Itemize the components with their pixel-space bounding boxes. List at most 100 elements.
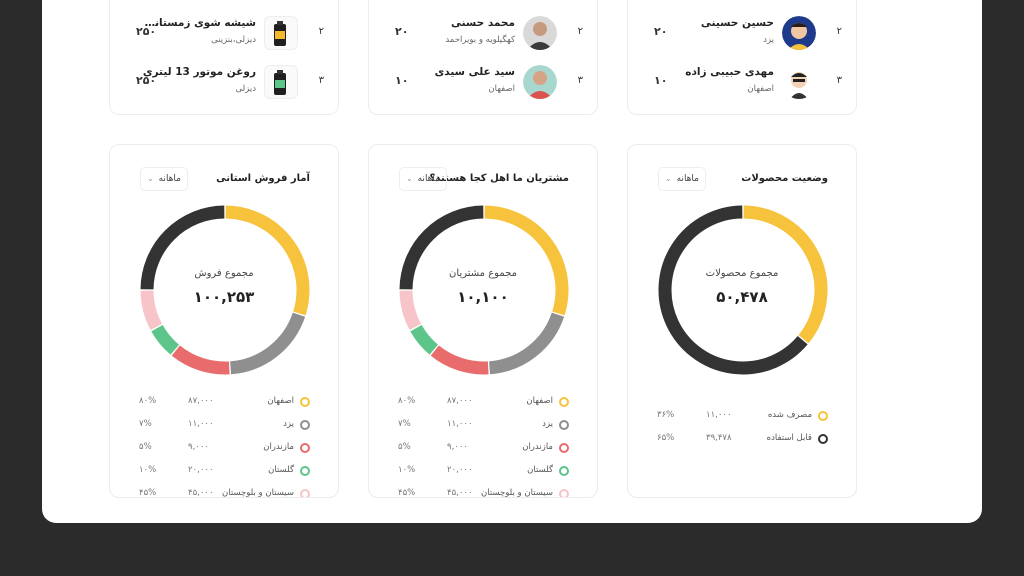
legend-percent: ۴۵% xyxy=(398,488,416,498)
legend-dot xyxy=(559,466,569,476)
legend-percent: ۵% xyxy=(139,442,152,452)
donut-slice xyxy=(488,312,565,375)
donut-slice xyxy=(225,205,310,316)
donut-chart xyxy=(658,205,828,375)
legend-dot xyxy=(559,443,569,453)
user-count: ۲۰ xyxy=(654,25,668,38)
legend-value: ۱۱,۰۰۰ xyxy=(706,410,732,420)
rank: ۳ xyxy=(577,75,583,86)
legend-name: گلستان xyxy=(527,465,553,475)
chevron-down-icon: ⌄ xyxy=(147,174,154,183)
legend-percent: ۸۰% xyxy=(139,396,157,406)
legend-item: یزد ۱۱,۰۰۰ ۷% xyxy=(110,417,338,439)
list-item[interactable]: ۲ شیشه شوی زمستانی بوستر دیزلی،بنزینی ۲۵… xyxy=(110,14,338,54)
donut-slice xyxy=(484,205,569,316)
legend-dot xyxy=(300,489,310,497)
legend-value: ۴۵,۰۰۰ xyxy=(447,488,473,498)
legend-dot xyxy=(300,443,310,453)
customer-name: محمد حسنی xyxy=(451,17,515,29)
donut-slice xyxy=(430,345,489,375)
product-name: شیشه شوی زمستانی بوستر xyxy=(141,17,256,29)
donut-slice xyxy=(410,324,439,355)
period-dropdown[interactable]: ماهانه ⌄ xyxy=(399,167,447,191)
product-count: ۲۵۰ xyxy=(136,74,157,87)
user-name: مهدی حبیبی زاده xyxy=(685,66,774,78)
legend-name: سیستان و بلوچستان xyxy=(481,488,553,498)
center-label: مجموع محصولات xyxy=(705,268,779,279)
card-title: مشتریان ما اهل کجا هستند؟ xyxy=(429,173,569,184)
legend-name: مازندران xyxy=(522,442,553,452)
legend-dot xyxy=(818,434,828,444)
legend-dot xyxy=(559,420,569,430)
rank: ۲ xyxy=(836,26,842,37)
legend-percent: ۱۰% xyxy=(398,465,416,475)
donut-slice xyxy=(658,205,808,375)
list-item[interactable]: ۲ محمد حسنی کهگیلویه و بویراحمد ۲۰ xyxy=(369,14,597,54)
legend-value: ۴۵,۰۰۰ xyxy=(188,488,214,498)
legend-name: مازندران xyxy=(263,442,294,452)
legend-value: ۸۷,۰۰۰ xyxy=(447,396,473,406)
legend-item: یزد ۱۱,۰۰۰ ۷% xyxy=(369,417,597,439)
user-name: حسین حسینی xyxy=(700,17,774,29)
donut-slice xyxy=(743,205,828,344)
avatar-icon xyxy=(782,16,816,50)
list-item[interactable]: ۳ مهدی حبیبی زاده اصفهان ۱۰ xyxy=(628,63,856,103)
donut-slice xyxy=(140,205,225,290)
legend-name: گلستان xyxy=(268,465,294,475)
rank: ۳ xyxy=(318,75,324,86)
legend-percent: ۸۰% xyxy=(398,396,416,406)
legend-dot xyxy=(300,420,310,430)
legend-item: مصرف شده ۱۱,۰۰۰ ۳۶% xyxy=(628,408,856,430)
legend-name: سیستان و بلوچستان xyxy=(222,488,294,498)
center-value: ۱۰۰,۲۵۳ xyxy=(193,288,255,306)
center-label: مجموع فروش xyxy=(194,268,254,279)
legend-name: اصفهان xyxy=(267,396,294,406)
legend-percent: ۵% xyxy=(398,442,411,452)
legend-name: قابل استفاده xyxy=(766,433,812,443)
legend-item: اصفهان ۸۷,۰۰۰ ۸۰% xyxy=(369,394,597,416)
period-dropdown[interactable]: ماهانه ⌄ xyxy=(658,167,706,191)
legend-item: سیستان و بلوچستان ۴۵,۰۰۰ ۴۵% xyxy=(369,486,597,498)
list-item[interactable]: ۲ حسین حسینی یزد ۲۰ xyxy=(628,14,856,54)
donut-slice xyxy=(140,290,163,331)
legend-item: مازندران ۹,۰۰۰ ۵% xyxy=(110,440,338,462)
legend-value: ۲۰,۰۰۰ xyxy=(447,465,473,475)
customer-count: ۲۰ xyxy=(395,25,409,38)
legend-value: ۳۹,۴۷۸ xyxy=(706,433,732,443)
dropdown-label: ماهانه xyxy=(676,174,699,184)
province-sales-card: آمار فروش استانی ماهانه ⌄ مجموع فروش ۱۰۰… xyxy=(109,144,339,498)
period-dropdown[interactable]: ماهانه ⌄ xyxy=(140,167,188,191)
legend-item: قابل استفاده ۳۹,۴۷۸ ۶۵% xyxy=(628,431,856,453)
list-item[interactable]: ۳ سید علی سیدی اصفهان ۱۰ xyxy=(369,63,597,103)
donut-slice xyxy=(151,324,180,355)
chevron-down-icon: ⌄ xyxy=(406,174,413,183)
legend-item: گلستان ۲۰,۰۰۰ ۱۰% xyxy=(369,463,597,485)
rank: ۲ xyxy=(318,26,324,37)
donut-chart xyxy=(140,205,310,375)
avatar-icon xyxy=(782,65,816,99)
customer-province: کهگیلویه و بویراحمد xyxy=(445,35,515,45)
legend-value: ۲۰,۰۰۰ xyxy=(188,465,214,475)
person-photo-icon xyxy=(523,16,557,50)
legend-name: یزد xyxy=(542,419,553,429)
legend-dot xyxy=(559,397,569,407)
legend-percent: ۶۵% xyxy=(657,433,675,443)
list-item[interactable]: ۳ روغن موتور 13 لیتری دیزلی ۲۵۰ xyxy=(110,63,338,103)
user-count: ۱۰ xyxy=(654,74,668,87)
user-province: اصفهان xyxy=(747,84,774,94)
dropdown-label: ماهانه xyxy=(158,174,181,184)
legend-dot xyxy=(300,397,310,407)
legend-name: یزد xyxy=(283,419,294,429)
legend-value: ۱۱,۰۰۰ xyxy=(188,419,214,429)
customer-origin-card: مشتریان ما اهل کجا هستند؟ ماهانه ⌄ مجموع… xyxy=(368,144,598,498)
legend-item: مازندران ۹,۰۰۰ ۵% xyxy=(369,440,597,462)
legend-value: ۹,۰۰۰ xyxy=(188,442,209,452)
product-name: روغن موتور 13 لیتری xyxy=(142,66,256,78)
legend-dot xyxy=(559,489,569,497)
donut-slice xyxy=(399,290,422,331)
legend-value: ۸۷,۰۰۰ xyxy=(188,396,214,406)
legend-item: گلستان ۲۰,۰۰۰ ۱۰% xyxy=(110,463,338,485)
legend-percent: ۷% xyxy=(139,419,152,429)
rank: ۲ xyxy=(577,26,583,37)
legend-value: ۱۱,۰۰۰ xyxy=(447,419,473,429)
